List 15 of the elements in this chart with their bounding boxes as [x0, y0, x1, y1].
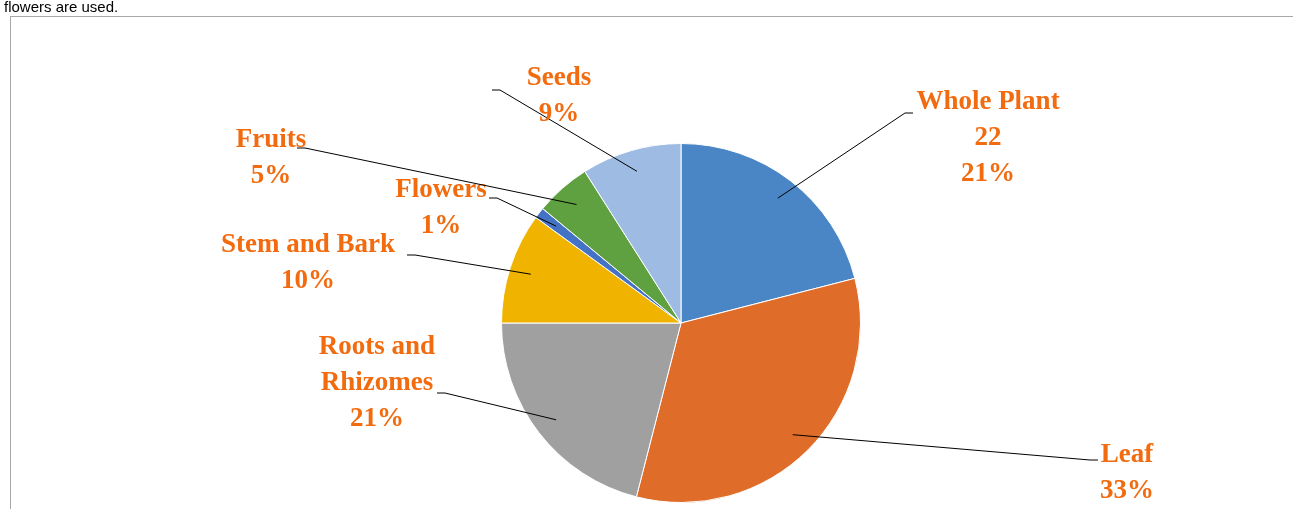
data-label: 21%: [350, 401, 404, 432]
data-label: 9%: [538, 96, 580, 127]
data-label: 33%: [1100, 473, 1154, 504]
data-label: 5%: [250, 158, 292, 189]
slice-label: Leaf: [1100, 437, 1155, 468]
data-label: 10%: [281, 263, 335, 294]
data-label: 1%: [420, 208, 462, 239]
slice-label: Fruits: [235, 122, 307, 153]
data-label: 22 21%: [961, 120, 1015, 187]
slice-label: Flowers: [395, 172, 487, 203]
slice-label: Seeds: [526, 60, 592, 91]
text: flowers are used.: [4, 0, 119, 15]
slice-label: Roots and Rhizomes: [318, 329, 436, 396]
slice-label: Stem and Bark: [220, 227, 396, 258]
slice-label: Whole Plant: [916, 84, 1060, 115]
